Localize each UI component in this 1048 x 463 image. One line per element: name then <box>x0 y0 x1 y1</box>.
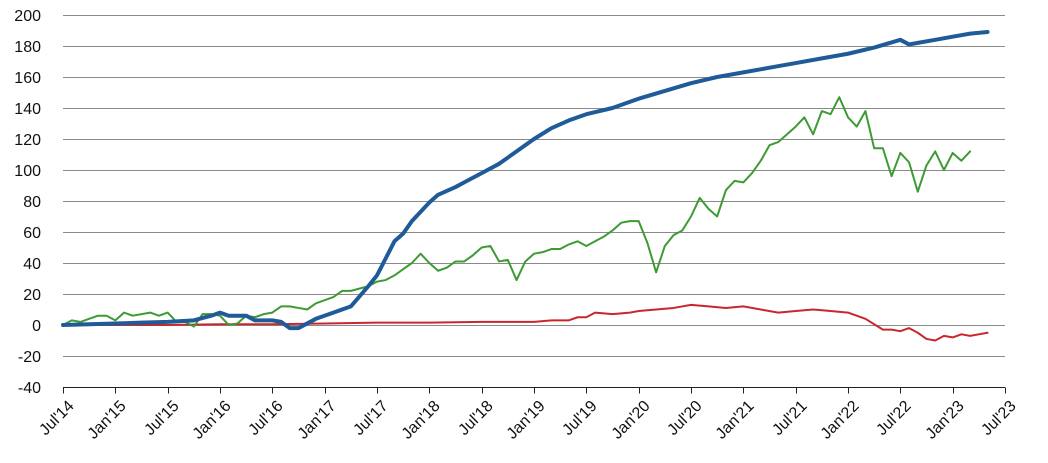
y-tick-label: 100 <box>14 163 41 180</box>
x-tick-label: Jul'16 <box>245 398 286 439</box>
x-tick-label: Jul'18 <box>455 398 496 439</box>
x-tick-label: Jan'16 <box>190 398 235 443</box>
y-tick-label: 180 <box>14 39 41 56</box>
y-tick-label: 80 <box>23 194 41 211</box>
x-tick-label: Jan'17 <box>295 398 340 443</box>
x-tick-label: Jul'20 <box>664 398 705 439</box>
x-tick-label: Jan'20 <box>609 398 654 443</box>
series-line-2 <box>62 96 972 328</box>
y-tick-label: 200 <box>14 8 41 25</box>
series-line-1 <box>61 30 990 331</box>
x-tick-label: Jul'17 <box>350 398 391 439</box>
x-tick-label: Jul'22 <box>873 398 914 439</box>
x-tick-label: Jul'23 <box>978 398 1019 439</box>
x-tick-label: Jan'23 <box>923 398 968 443</box>
x-tick-label: Jul'15 <box>141 398 182 439</box>
y-tick-label: 140 <box>14 101 41 118</box>
series-lines <box>61 30 990 342</box>
x-axis-ticks: Jul'14 Jan'15 Jul'15 Jan'16 Jul'16 Jan'17 Jul'… <box>36 387 1020 443</box>
x-tick-label: Jul'21 <box>769 398 810 439</box>
x-tick-label: Jan'22 <box>818 398 863 443</box>
y-tick-label: 0 <box>32 318 41 335</box>
x-tick-label: Jan'15 <box>85 398 130 443</box>
y-tick-label: 20 <box>23 287 41 304</box>
x-tick-label: Jan'21 <box>713 398 758 443</box>
x-tick-label: Jan'18 <box>399 398 444 443</box>
y-gridlines <box>63 15 1005 357</box>
x-tick-label: Jan'19 <box>504 398 549 443</box>
x-tick-label: Jul'14 <box>36 398 77 439</box>
y-tick-label: 160 <box>14 70 41 87</box>
y-tick-label: -20 <box>18 349 41 366</box>
y-tick-label: -40 <box>18 380 41 397</box>
y-tick-label: 40 <box>23 256 41 273</box>
y-tick-label: 60 <box>23 225 41 242</box>
y-axis-tick-labels: -40 -20 0 20 40 60 80 100 120 140 160 180 200 <box>14 8 41 397</box>
series-line-3 <box>62 303 989 342</box>
y-tick-label: 120 <box>14 132 41 149</box>
x-tick-label: Jul'19 <box>559 398 600 439</box>
